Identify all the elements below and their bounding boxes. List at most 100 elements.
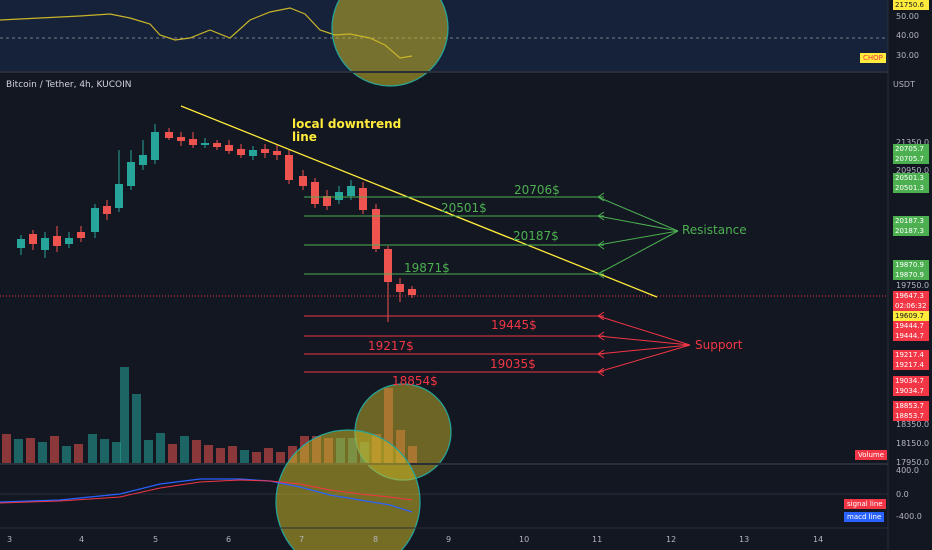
macd-legend: macd line <box>844 512 885 522</box>
candle-body <box>115 184 123 208</box>
arrowhead <box>597 269 605 279</box>
signal-line <box>0 479 413 504</box>
price-badge: 19444.7 <box>893 321 929 331</box>
time-axis-label: 14 <box>813 535 824 544</box>
price-badge: 21750.6 <box>893 0 929 10</box>
resistance-value-label: 20501$ <box>441 201 487 215</box>
support-arrow-3 <box>597 344 691 355</box>
price-badge: 20501.3 <box>893 183 929 193</box>
support-label[interactable]: Support <box>695 338 743 352</box>
price-badge: 20501.3 <box>893 173 929 183</box>
candle-body <box>77 232 85 238</box>
candle-body <box>151 132 159 160</box>
candle-body <box>41 238 49 250</box>
volume-bar <box>88 434 97 464</box>
price-tick: 21350.0 <box>896 138 930 147</box>
time-axis-label: 9 <box>446 535 452 544</box>
volume-bar <box>288 446 297 464</box>
candle-body <box>53 236 61 246</box>
price-badge: 19609.7 <box>893 311 929 321</box>
volume-bar <box>240 450 249 464</box>
time-axis-label: 3 <box>7 535 13 544</box>
price-badge: 19444.7 <box>893 331 929 341</box>
resistance-arrow-1 <box>597 196 679 232</box>
support-value-label: 18854$ <box>392 374 438 388</box>
resistance-label[interactable]: Resistance <box>682 223 747 237</box>
resistance-arrow-4 <box>597 230 679 275</box>
time-axis-label: 5 <box>153 535 159 544</box>
downtrend-line[interactable] <box>180 105 658 298</box>
time-axis-label: 13 <box>739 535 750 544</box>
candle-body <box>359 188 367 210</box>
resistance-group[interactable] <box>304 192 679 279</box>
volume-bar <box>100 439 109 464</box>
time-axis-label: 10 <box>519 535 530 544</box>
macd-tick: 0.0 <box>896 490 909 499</box>
symbol-title[interactable]: Bitcoin / Tether, 4h, KUCOIN <box>6 80 132 90</box>
candle-body <box>335 192 343 200</box>
volume-bar <box>216 448 225 464</box>
volume-bar <box>38 442 47 464</box>
macd-highlight-circle <box>275 429 421 550</box>
chop-tick: 40.00 <box>896 31 919 40</box>
volume-bar <box>144 440 153 464</box>
price-badge: 18853.7 <box>893 411 929 421</box>
price-badge: 19034.7 <box>893 386 929 396</box>
candle-body <box>285 155 293 180</box>
chop-tick: 50.00 <box>896 12 919 21</box>
price-badge: 19034.7 <box>893 376 929 386</box>
arrowhead <box>597 349 605 359</box>
candle-body <box>29 234 37 244</box>
price-badge: 19217.4 <box>893 350 929 360</box>
signal-legend: signal line <box>844 499 886 509</box>
volume-bar <box>156 433 165 464</box>
price-tick: 17950.0 <box>896 458 930 467</box>
support-group[interactable] <box>304 311 691 377</box>
support-arrow-4 <box>597 344 691 373</box>
time-axis-label: 8 <box>373 535 379 544</box>
volume-bar <box>168 444 177 464</box>
volume-tag: Volume <box>855 450 888 460</box>
price-tick: 19750.0 <box>896 281 930 290</box>
support-arrow-2 <box>597 335 691 346</box>
candle-body <box>225 145 233 151</box>
price-tick: 18350.0 <box>896 420 930 429</box>
price-tick: 18150.0 <box>896 439 930 448</box>
volume-bar <box>180 436 189 464</box>
price-badge: 19870.9 <box>893 270 929 280</box>
chop-tag: CHOP <box>860 53 886 63</box>
price-badge: 20187.3 <box>893 226 929 236</box>
candle-body <box>396 284 404 292</box>
volume-bar <box>14 439 23 464</box>
resistance-value-label: 20706$ <box>514 183 560 197</box>
time-axis-label: 12 <box>666 535 677 544</box>
price-badge: 19647.3 <box>893 291 929 301</box>
candle-body <box>177 137 185 141</box>
candle-body <box>249 150 257 156</box>
price-badge: 02:06:32 <box>893 301 929 311</box>
price-badge: 19870.9 <box>893 260 929 270</box>
downtrend-annotation-line1: local downtrend <box>292 117 402 131</box>
candle-body <box>189 139 197 145</box>
price-badge: 18853.7 <box>893 401 929 411</box>
downtrend-annotation[interactable]: local downtrend line <box>292 118 401 144</box>
volume-bar <box>120 367 129 464</box>
chop-highlight-circle <box>331 0 449 87</box>
arrowhead <box>597 331 605 341</box>
candle-body <box>261 149 269 153</box>
price-badge: 20705.7 <box>893 154 929 164</box>
volume-bar <box>276 452 285 464</box>
arrowhead <box>597 367 605 377</box>
volume-bar <box>132 394 141 464</box>
arrowhead <box>597 192 605 202</box>
macd-tick: -400.0 <box>896 512 922 521</box>
candle-body <box>347 186 355 196</box>
volume-bar <box>112 442 121 464</box>
volume-bar <box>204 445 213 464</box>
resistance-arrow-3 <box>597 230 679 246</box>
volume-bar <box>50 436 59 464</box>
price-badge: 20705.7 <box>893 144 929 154</box>
candle-body <box>273 151 281 155</box>
candle-body <box>201 143 209 145</box>
